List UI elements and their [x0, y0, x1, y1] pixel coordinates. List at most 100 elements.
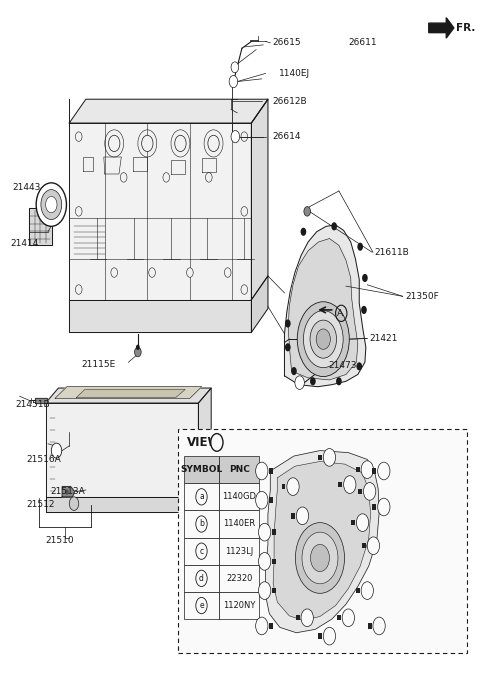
Circle shape — [241, 132, 248, 142]
Circle shape — [225, 268, 231, 277]
Text: VIEW: VIEW — [187, 436, 221, 449]
Bar — [372, 469, 376, 474]
Text: c: c — [328, 454, 331, 460]
Circle shape — [291, 367, 297, 375]
Text: e: e — [199, 601, 204, 610]
Polygon shape — [273, 462, 371, 620]
Circle shape — [296, 507, 309, 524]
Circle shape — [297, 302, 349, 377]
Circle shape — [149, 268, 156, 277]
Polygon shape — [76, 390, 185, 398]
Circle shape — [361, 306, 367, 314]
Bar — [362, 543, 366, 548]
Circle shape — [175, 136, 186, 152]
Circle shape — [46, 196, 57, 212]
Text: a: a — [327, 633, 332, 639]
Circle shape — [229, 76, 238, 88]
Polygon shape — [46, 403, 198, 497]
Bar — [272, 529, 276, 535]
Circle shape — [378, 462, 390, 480]
Text: 26614: 26614 — [273, 132, 301, 141]
Bar — [184, 456, 219, 484]
Circle shape — [258, 582, 271, 599]
Text: c: c — [300, 513, 304, 519]
Text: 1120NY: 1120NY — [223, 601, 255, 610]
Text: 1140EJ: 1140EJ — [279, 69, 310, 78]
Text: a: a — [368, 488, 372, 494]
Polygon shape — [55, 387, 202, 398]
Circle shape — [65, 490, 69, 495]
Polygon shape — [288, 238, 358, 380]
Text: b: b — [360, 520, 365, 526]
Text: c: c — [199, 547, 204, 556]
Circle shape — [287, 478, 299, 496]
Circle shape — [233, 133, 238, 140]
Circle shape — [258, 552, 271, 570]
Circle shape — [163, 173, 169, 182]
Bar — [356, 467, 360, 473]
Circle shape — [75, 206, 82, 216]
Circle shape — [303, 311, 343, 368]
Bar — [291, 513, 295, 518]
Text: 21512: 21512 — [27, 501, 55, 509]
Text: 26612B: 26612B — [273, 97, 307, 106]
Circle shape — [241, 206, 248, 216]
Polygon shape — [198, 388, 211, 497]
Text: b: b — [346, 615, 350, 621]
Circle shape — [231, 131, 240, 143]
Bar — [318, 633, 322, 639]
Circle shape — [304, 206, 311, 216]
Circle shape — [362, 274, 368, 282]
Text: 1140ER: 1140ER — [223, 520, 255, 528]
Polygon shape — [69, 123, 252, 300]
Circle shape — [231, 62, 239, 73]
Text: 21451B: 21451B — [15, 400, 49, 409]
Text: 22320: 22320 — [226, 574, 252, 583]
Polygon shape — [265, 451, 379, 633]
Text: 21611B: 21611B — [374, 248, 409, 257]
Bar — [282, 484, 286, 490]
Text: d: d — [199, 574, 204, 583]
Circle shape — [134, 347, 141, 357]
Polygon shape — [252, 99, 268, 300]
Text: A: A — [336, 308, 343, 318]
Circle shape — [231, 63, 236, 70]
Circle shape — [53, 446, 60, 456]
Circle shape — [256, 492, 268, 509]
Text: c: c — [291, 484, 295, 490]
Text: 21421: 21421 — [370, 334, 398, 343]
Circle shape — [51, 443, 62, 458]
Text: PNC: PNC — [229, 465, 250, 474]
Circle shape — [75, 285, 82, 294]
Bar — [269, 498, 273, 503]
Circle shape — [300, 227, 306, 236]
Polygon shape — [62, 487, 74, 497]
Bar — [184, 565, 219, 592]
Bar — [269, 623, 273, 629]
Circle shape — [378, 498, 390, 516]
Circle shape — [136, 345, 140, 350]
Circle shape — [297, 379, 302, 387]
Circle shape — [285, 319, 291, 328]
Circle shape — [36, 183, 66, 226]
Text: 21516A: 21516A — [27, 455, 61, 464]
Text: a: a — [260, 468, 264, 474]
Circle shape — [316, 329, 330, 349]
Polygon shape — [429, 18, 454, 38]
Circle shape — [142, 136, 153, 152]
Circle shape — [361, 582, 373, 599]
Bar — [219, 456, 259, 484]
Bar — [296, 615, 300, 620]
Bar — [269, 469, 273, 474]
Circle shape — [69, 497, 79, 510]
Bar — [351, 520, 355, 525]
Text: 21350F: 21350F — [405, 292, 439, 301]
Circle shape — [310, 377, 316, 385]
Circle shape — [356, 513, 369, 531]
Bar — [219, 510, 259, 537]
Text: b: b — [372, 543, 375, 549]
Text: FR.: FR. — [456, 23, 476, 33]
Circle shape — [256, 462, 268, 480]
Circle shape — [241, 285, 248, 294]
Bar — [219, 565, 259, 592]
